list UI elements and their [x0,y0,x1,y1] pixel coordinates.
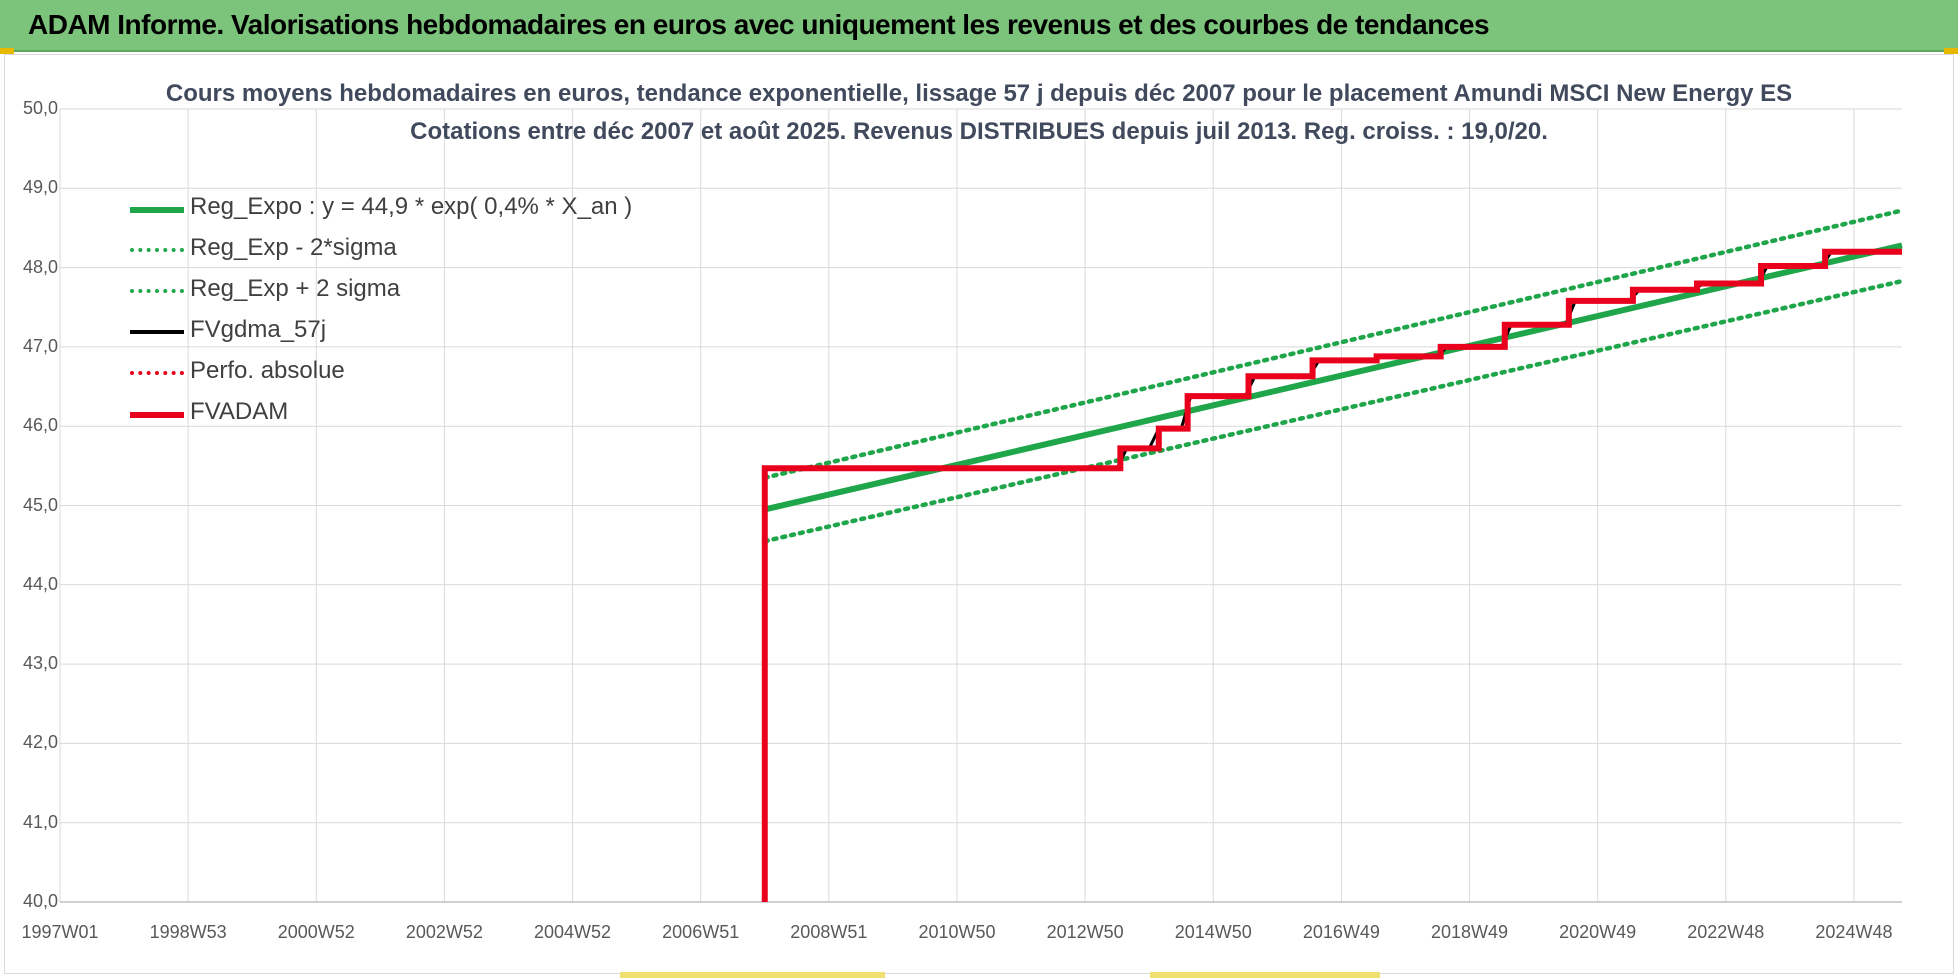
x-tick-label: 2022W48 [1687,922,1765,942]
chart-frame [4,54,1954,974]
legend-swatch [130,371,184,375]
x-tick-label: 2006W51 [662,922,740,942]
y-tick-label: 50,0 [22,98,58,118]
series-line-5 [761,248,1902,902]
x-tick-label: 2018W49 [1430,922,1509,942]
legend-label: Reg_Exp + 2 sigma [190,275,401,302]
y-tick-label: 47,0 [22,335,58,356]
series-line-1 [762,278,1905,544]
y-tick-label: 49,0 [22,177,58,198]
x-tick-label: 2024W48 [1815,922,1893,942]
chart-title: Cours moyens hebdomadaires en euros, ten… [165,80,1793,107]
legend-swatch [130,207,184,213]
corner-marker-left [0,48,14,54]
x-tick-label: 1998W53 [149,922,227,942]
legend-label: FVADAM [190,398,289,425]
series-lines [761,208,1905,902]
x-tick-label: 2012W50 [1046,922,1124,942]
bottom-accent-bar [1150,972,1380,978]
y-tick-label: 44,0 [22,573,58,594]
x-tick-label: 1997W01 [21,922,99,942]
y-tick-label: 43,0 [22,653,58,674]
legend-label: Reg_Expo : y = 44,9 * exp( 0,4% * X_an ) [190,193,633,220]
x-tick-label: 2000W52 [277,922,355,942]
y-tick-label: 45,0 [22,494,58,515]
y-tick-label: 48,0 [22,256,58,277]
report-banner: ADAM Informe. Valorisations hebdomadaire… [0,0,1958,52]
gridlines [59,108,1902,903]
series-line-2 [762,208,1905,480]
x-tick-label: 2008W51 [790,922,868,942]
legend-swatch [130,248,184,252]
legend-swatch [130,412,184,418]
legend-swatch [130,289,184,293]
x-tick-label: 2014W50 [1174,922,1252,942]
x-tick-label: 2010W50 [918,922,996,942]
x-tick-label: 2016W49 [1302,922,1380,942]
legend-label: Reg_Exp - 2*sigma [190,234,397,261]
x-tick-label: 2004W52 [534,922,612,942]
legend-swatch [130,330,184,334]
legend-label: Perfo. absolue [190,357,345,384]
x-tick-label: 2020W49 [1559,922,1637,942]
y-tick-label: 42,0 [22,732,58,753]
chart-subtitle: Cotations entre déc 2007 et août 2025. R… [410,118,1548,145]
legend-label: FVgdma_57j [190,316,327,343]
y-tick-label: 40,0 [22,891,58,911]
y-tick-label: 41,0 [22,811,58,832]
x-tick-label: 2002W52 [405,922,483,942]
bottom-accent-bar [620,972,885,978]
y-tick-label: 46,0 [22,415,58,436]
report-title: ADAM Informe. Valorisations hebdomadaire… [28,9,1490,40]
corner-marker-right [1944,48,1958,54]
